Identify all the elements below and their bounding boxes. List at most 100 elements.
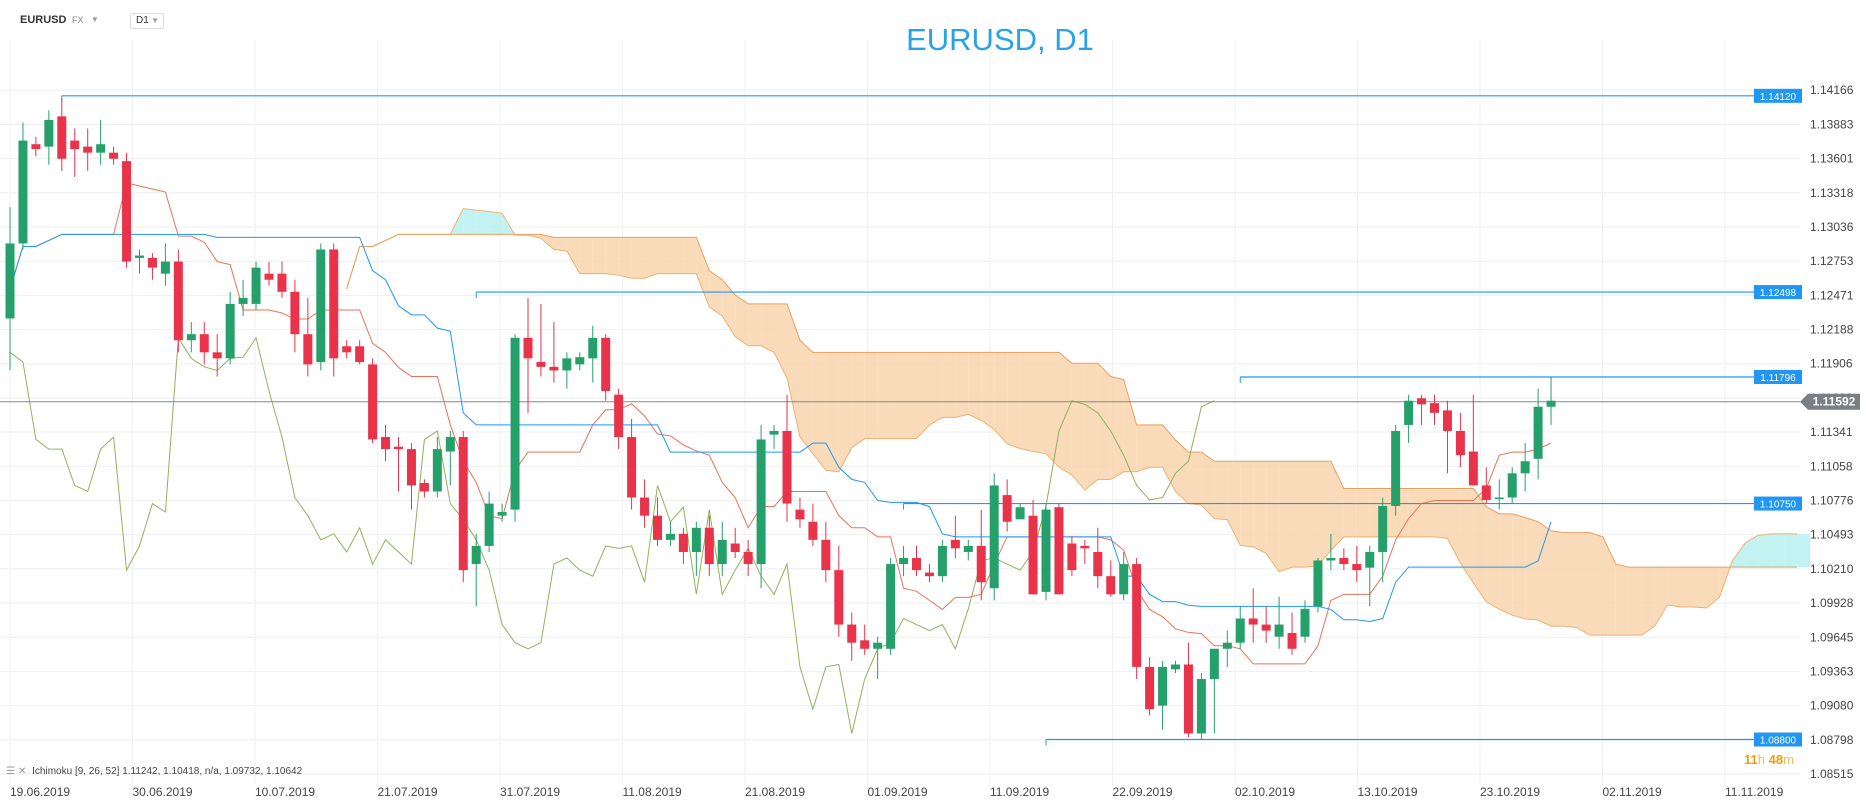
candle[interactable]: [445, 430, 455, 486]
candle[interactable]: [1313, 558, 1323, 613]
candle[interactable]: [1365, 545, 1375, 607]
candle[interactable]: [368, 358, 378, 444]
candle[interactable]: [1494, 479, 1504, 510]
candle[interactable]: [808, 503, 818, 546]
candle[interactable]: [147, 253, 157, 280]
candle[interactable]: [1158, 660, 1168, 730]
timeframe-select[interactable]: D1 ▼: [130, 13, 164, 29]
candle[interactable]: [691, 521, 701, 577]
candle[interactable]: [575, 352, 585, 371]
candle[interactable]: [316, 243, 326, 371]
candle[interactable]: [329, 243, 339, 377]
candle[interactable]: [1391, 424, 1401, 516]
candle[interactable]: [627, 418, 637, 510]
candle[interactable]: [199, 322, 209, 365]
candle[interactable]: [795, 497, 805, 528]
candle[interactable]: [381, 424, 391, 462]
candle[interactable]: [821, 521, 831, 583]
candle[interactable]: [756, 424, 766, 589]
candle[interactable]: [1430, 394, 1439, 425]
candle[interactable]: [1352, 545, 1362, 583]
candle[interactable]: [510, 334, 520, 522]
candle[interactable]: [458, 430, 468, 583]
candle[interactable]: [743, 539, 753, 577]
candle[interactable]: [1067, 536, 1077, 577]
candle[interactable]: [18, 122, 28, 250]
candle[interactable]: [1326, 533, 1336, 571]
candle[interactable]: [1455, 412, 1465, 468]
candle[interactable]: [432, 437, 442, 498]
candle[interactable]: [1274, 596, 1284, 649]
candle[interactable]: [1339, 548, 1349, 571]
candle[interactable]: [665, 521, 675, 546]
candle[interactable]: [303, 297, 313, 377]
candle[interactable]: [44, 110, 54, 165]
candle[interactable]: [730, 527, 740, 559]
candle[interactable]: [31, 136, 41, 157]
symbol-label[interactable]: EURUSD: [20, 14, 67, 26]
candle[interactable]: [5, 207, 15, 371]
candle[interactable]: [523, 297, 533, 413]
candle[interactable]: [1468, 394, 1478, 486]
candle[interactable]: [678, 527, 688, 565]
candle[interactable]: [419, 479, 429, 498]
candle[interactable]: [717, 521, 727, 577]
candle[interactable]: [1261, 606, 1271, 643]
candle[interactable]: [290, 279, 300, 353]
candle[interactable]: [122, 152, 132, 268]
candle[interactable]: [769, 424, 779, 450]
candle[interactable]: [562, 352, 572, 389]
candle[interactable]: [950, 515, 960, 559]
candle[interactable]: [640, 479, 650, 528]
candle[interactable]: [1196, 672, 1206, 740]
candle[interactable]: [1132, 558, 1142, 680]
candle[interactable]: [873, 636, 883, 680]
candle[interactable]: [1442, 400, 1452, 474]
candle[interactable]: [653, 497, 662, 546]
candle[interactable]: [1015, 503, 1025, 520]
candle[interactable]: [1235, 606, 1245, 649]
candle[interactable]: [497, 503, 507, 522]
candle[interactable]: [834, 545, 844, 637]
candle[interactable]: [1041, 503, 1051, 601]
candle[interactable]: [1106, 560, 1116, 597]
market-dropdown-icon[interactable]: ▼: [91, 15, 99, 24]
candle[interactable]: [912, 545, 921, 577]
candle[interactable]: [238, 279, 248, 317]
candle[interactable]: [1248, 588, 1258, 643]
candle[interactable]: [355, 340, 365, 365]
candle[interactable]: [1378, 497, 1388, 583]
candle[interactable]: [1145, 657, 1155, 716]
candle[interactable]: [601, 334, 611, 401]
candle[interactable]: [109, 146, 119, 165]
candle[interactable]: [1546, 376, 1556, 425]
close-icon[interactable]: ✕: [17, 766, 27, 777]
candle[interactable]: [588, 325, 598, 383]
candle[interactable]: [963, 539, 973, 561]
candle[interactable]: [186, 322, 196, 353]
candle[interactable]: [1054, 503, 1064, 595]
candle[interactable]: [937, 539, 947, 583]
candle[interactable]: [1520, 443, 1530, 492]
candle[interactable]: [1171, 660, 1180, 673]
candle[interactable]: [976, 509, 986, 601]
candle[interactable]: [1028, 499, 1038, 595]
candle[interactable]: [549, 322, 559, 383]
candle[interactable]: [471, 533, 481, 607]
candle[interactable]: [1080, 539, 1090, 565]
candle[interactable]: [173, 249, 183, 353]
candle[interactable]: [1533, 388, 1543, 480]
candle[interactable]: [394, 437, 403, 492]
candle[interactable]: [1404, 394, 1414, 444]
candle[interactable]: [1222, 630, 1232, 667]
candle[interactable]: [847, 612, 857, 661]
candle[interactable]: [264, 261, 274, 286]
candle[interactable]: [536, 303, 546, 377]
candle[interactable]: [135, 249, 144, 274]
candle[interactable]: [1507, 467, 1517, 504]
candle[interactable]: [277, 261, 287, 298]
candle[interactable]: [1481, 467, 1491, 504]
candle[interactable]: [484, 491, 494, 552]
indicator-settings-icon[interactable]: ☰: [6, 766, 15, 777]
